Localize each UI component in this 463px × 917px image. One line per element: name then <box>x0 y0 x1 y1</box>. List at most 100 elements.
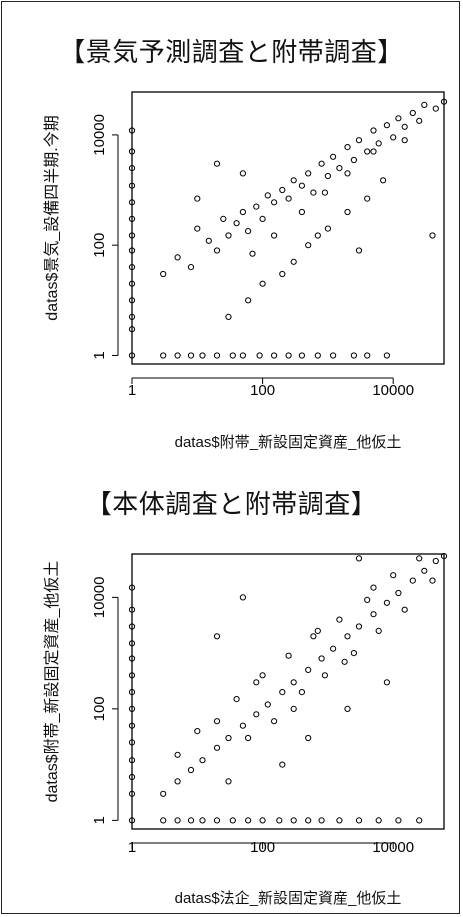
data-point <box>401 137 408 144</box>
data-point <box>128 640 136 647</box>
data-point <box>355 555 363 562</box>
data-point <box>128 739 136 746</box>
data-point <box>440 98 448 105</box>
points-group <box>128 553 448 824</box>
data-point <box>395 817 402 824</box>
data-point <box>383 352 390 359</box>
data-point <box>128 182 136 189</box>
data-point <box>271 718 278 725</box>
data-point <box>350 650 357 657</box>
data-point <box>128 232 136 239</box>
data-point <box>174 352 181 359</box>
points-group <box>128 98 448 359</box>
data-point <box>375 140 382 147</box>
data-point <box>194 195 201 202</box>
data-point <box>285 195 292 202</box>
data-point <box>160 790 167 797</box>
data-point <box>128 280 136 287</box>
data-point <box>225 778 232 785</box>
data-point <box>128 352 136 359</box>
data-point <box>128 689 136 696</box>
data-point <box>370 127 377 134</box>
y-tick-label: 100 <box>91 696 108 721</box>
data-point <box>364 148 371 155</box>
data-point <box>290 817 297 824</box>
data-point <box>390 134 397 141</box>
y-tick-label: 1 <box>91 351 108 359</box>
data-point <box>344 144 351 151</box>
y-axis-label: datas$附帯_新設固定資産_他仮土 <box>43 561 61 803</box>
data-point <box>336 165 343 172</box>
data-point <box>220 215 227 222</box>
data-point <box>128 326 136 333</box>
data-point <box>174 817 181 824</box>
data-point <box>213 817 221 824</box>
data-point <box>128 705 136 712</box>
data-point <box>305 170 312 177</box>
plot-area <box>131 91 445 365</box>
data-point <box>440 553 448 560</box>
data-point <box>421 567 428 574</box>
data-point <box>305 242 312 249</box>
data-point <box>321 672 328 679</box>
data-point <box>336 817 343 824</box>
data-point <box>324 225 331 232</box>
data-point <box>383 599 390 606</box>
data-point <box>239 594 246 601</box>
data-point <box>174 254 181 261</box>
data-point <box>264 192 271 199</box>
data-point <box>205 237 212 244</box>
data-point <box>213 718 221 725</box>
data-point <box>259 672 266 679</box>
data-point <box>128 790 136 797</box>
data-point <box>128 264 136 271</box>
data-point <box>174 751 181 758</box>
data-point <box>128 606 136 613</box>
panel-1: 【景気予測調査と附帯調査】 1 100 10000 1 100 10000 datas$附帯… <box>2 2 461 459</box>
y-tick-label: 100 <box>91 233 108 258</box>
data-point <box>245 817 252 824</box>
data-point <box>416 555 423 562</box>
y-tick-label: 10000 <box>91 577 108 619</box>
data-point <box>128 757 136 764</box>
data-point <box>298 352 305 359</box>
data-point <box>213 744 221 751</box>
data-point <box>225 313 232 320</box>
data-point <box>344 170 351 177</box>
data-point <box>370 148 377 155</box>
data-point <box>128 655 136 662</box>
chart-2: 1 100 10000 1 100 10000 datas$法企_新設固定資産_他仮土 dat… <box>43 553 448 907</box>
data-point <box>128 722 136 729</box>
data-point <box>314 352 321 359</box>
data-point <box>416 117 423 124</box>
data-point <box>290 679 297 686</box>
data-point <box>160 270 167 278</box>
data-point <box>298 208 305 216</box>
data-point <box>279 689 286 696</box>
data-point <box>318 160 325 167</box>
data-point <box>128 199 136 206</box>
data-point <box>245 228 252 235</box>
x-axis-label: datas$附帯_新設固定資産_他仮土 <box>175 434 402 451</box>
data-point <box>344 633 351 640</box>
data-point <box>285 352 292 359</box>
data-point <box>239 722 246 729</box>
data-point <box>225 232 232 239</box>
x-tick-label: 1 <box>128 839 136 856</box>
data-point <box>271 199 278 206</box>
data-point <box>128 165 136 172</box>
data-point <box>245 297 252 304</box>
data-point <box>375 627 382 634</box>
data-point <box>380 177 387 184</box>
data-point <box>128 148 136 155</box>
data-point <box>199 817 206 824</box>
data-point <box>318 655 325 662</box>
data-point <box>276 817 283 824</box>
x-tick-label: 1 <box>128 382 136 399</box>
data-point <box>128 297 136 304</box>
data-point <box>213 247 221 254</box>
data-point <box>194 225 201 232</box>
data-point <box>249 250 256 257</box>
data-point <box>305 666 312 673</box>
